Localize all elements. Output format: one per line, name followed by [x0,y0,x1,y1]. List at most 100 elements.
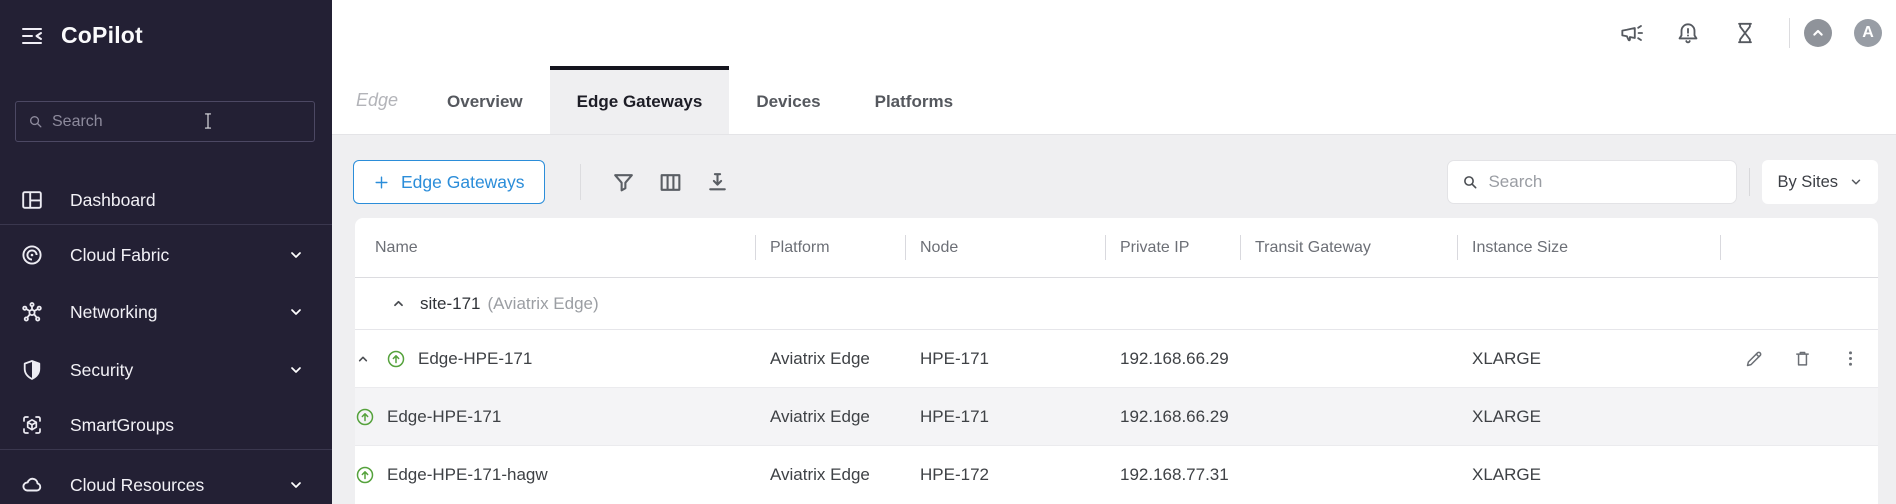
column-header-node[interactable]: Node [905,218,1105,277]
table-search-input[interactable] [1488,172,1723,192]
site-group-name: site-171 [420,293,481,313]
sidebar-divider [0,224,332,225]
tab-platforms[interactable]: Platforms [874,92,954,111]
avatar[interactable]: A [1854,19,1882,47]
cloud-fabric-icon [20,243,44,267]
platform-cell: Aviatrix Edge [770,465,870,484]
node-cell: HPE-171 [920,348,989,368]
group-by-dropdown[interactable]: By Sites [1762,160,1878,204]
gateway-up-status-icon [355,407,375,427]
add-edge-gateways-button[interactable]: Edge Gateways [353,160,545,204]
smartgroups-icon [20,413,44,437]
tab-devices[interactable]: Devices [756,92,821,111]
sidebar-item-label: Security [70,359,134,380]
row-actions [1720,388,1878,445]
toolbar: Edge Gateways [353,160,1878,204]
sidebar-item-smartgroups[interactable]: SmartGroups [0,401,332,449]
collapse-chevron-icon[interactable] [355,351,371,367]
toolbar-divider [579,164,581,200]
edge-gateways-table: Name Platform Node Private IP Transit Ga… [355,218,1878,504]
columns-icon[interactable] [658,170,683,195]
plus-icon [375,175,388,189]
sidebar-divider [0,449,332,450]
site-group-suffix: (Aviatrix Edge) [487,293,599,313]
toolbar-divider [1749,168,1751,196]
topbar-divider [1789,18,1790,48]
instance-size-cell: XLARGE [1472,465,1541,484]
sidebar-item-cloud-fabric[interactable]: Cloud Fabric [0,231,332,279]
column-header-name[interactable]: Name [375,238,418,256]
platform-cell: Aviatrix Edge [770,348,870,368]
collapse-menu-icon[interactable] [20,24,44,48]
edit-pencil-icon[interactable] [1744,348,1765,369]
row-actions [1720,330,1878,387]
private-ip-cell: 192.168.66.29 [1120,348,1229,368]
chevron-down-icon [1851,179,1861,185]
instance-size-cell: XLARGE [1472,348,1541,368]
node-cell: HPE-172 [920,465,989,484]
sidebar-item-label: Cloud Resources [70,474,205,495]
scroll-top-button[interactable] [1804,19,1832,47]
sidebar-item-label: SmartGroups [70,414,175,435]
chevron-down-icon [288,362,304,378]
sidebar-header: CoPilot [0,0,332,49]
tasks-hourglass-icon[interactable] [1732,20,1758,46]
column-header-actions [1720,218,1878,277]
table-row[interactable]: Edge-HPE-171 Aviatrix Edge HPE-171 192.1… [355,330,1878,388]
search-icon [1462,174,1478,190]
gateway-name: Edge-HPE-171-hagw [387,465,548,484]
announcements-megaphone-icon[interactable] [1618,20,1644,46]
networking-icon [20,300,44,324]
group-by-label: By Sites [1777,172,1838,191]
delete-trash-icon[interactable] [1792,348,1813,369]
private-ip-cell: 192.168.66.29 [1120,406,1229,426]
row-actions [1720,446,1878,504]
sidebar-item-security[interactable]: Security [0,346,332,394]
chevron-down-icon [288,304,304,320]
private-ip-cell: 192.168.77.31 [1120,465,1229,484]
sidebar-search-input[interactable] [52,112,302,131]
name-cell: Edge-HPE-171-hagw [355,446,755,504]
node-cell: HPE-171 [920,406,989,426]
download-icon[interactable] [705,170,730,195]
column-header-transit-gateway[interactable]: Transit Gateway [1240,218,1457,277]
site-group-row[interactable]: site-171 (Aviatrix Edge) [355,278,1878,330]
add-button-label: Edge Gateways [401,171,525,192]
security-shield-icon [20,358,44,382]
sidebar-item-label: Cloud Fabric [70,244,170,265]
dashboard-icon [20,188,44,212]
tab-overview[interactable]: Overview [447,92,523,111]
table-row[interactable]: Edge-HPE-171 Aviatrix Edge HPE-171 192.1… [355,388,1878,446]
filter-icon[interactable] [611,170,636,195]
column-header-instance-size[interactable]: Instance Size [1457,218,1720,277]
chevron-down-icon [288,247,304,263]
more-kebab-icon[interactable] [1840,348,1861,369]
table-header-row: Name Platform Node Private IP Transit Ga… [355,218,1878,278]
sidebar-nav: Dashboard Cloud Fabric Networking [0,0,332,504]
search-icon [28,114,43,129]
breadcrumb: Edge [356,89,399,110]
sidebar-item-dashboard[interactable]: Dashboard [0,176,332,224]
table-row[interactable]: Edge-HPE-171-hagw Aviatrix Edge HPE-172 … [355,446,1878,504]
notifications-bell-icon[interactable] [1675,20,1701,46]
chevron-down-icon [288,477,304,493]
instance-size-cell: XLARGE [1472,406,1541,426]
name-cell: Edge-HPE-171 [355,388,755,445]
gateway-name: Edge-HPE-171 [418,348,533,368]
text-cursor-ibeam [198,111,218,135]
gateway-name: Edge-HPE-171 [387,406,502,426]
collapse-chevron-icon[interactable] [390,295,407,312]
tab-edge-gateways[interactable]: Edge Gateways [549,66,730,134]
sidebar-item-label: Networking [70,301,158,322]
gateway-up-status-icon [386,349,406,369]
main-area: A Edge Overview Edge Gateways Devices Pl… [332,0,1896,504]
table-search[interactable] [1447,160,1738,204]
column-header-platform[interactable]: Platform [755,218,905,277]
sidebar-item-networking[interactable]: Networking [0,288,332,336]
sidebar-search[interactable] [15,101,315,142]
cloud-icon [20,473,44,497]
column-header-private-ip[interactable]: Private IP [1105,218,1240,277]
sidebar-item-cloud-resources[interactable]: Cloud Resources [0,461,332,504]
sidebar: CoPilot Dashboard Cloud [0,0,332,504]
